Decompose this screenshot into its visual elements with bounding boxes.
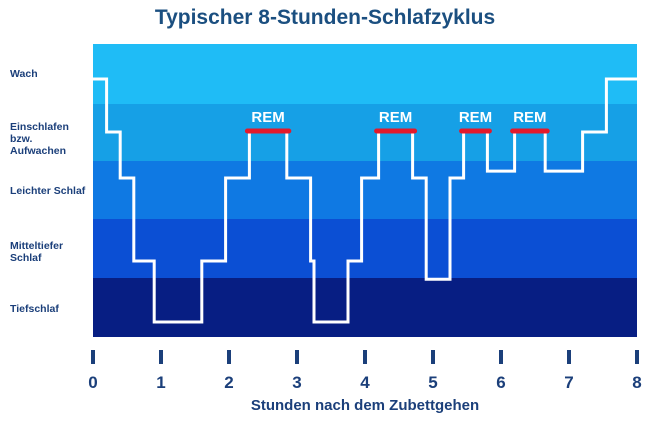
- stage-label-tiefschlaf: Tiefschlaf: [10, 303, 59, 315]
- rem-label: REM: [251, 109, 284, 126]
- stage-label-wach: Wach: [10, 68, 38, 80]
- stage-label-einschlafen: Einschlafen bzw. Aufwachen: [10, 121, 69, 157]
- rem-label: REM: [379, 109, 412, 126]
- stage-band: [93, 44, 637, 104]
- x-tick-label: 2: [224, 373, 233, 392]
- x-axis-label: Stunden nach dem Zubettgehen: [250, 397, 480, 414]
- sleep-stage-line: [93, 77, 637, 324]
- x-tick-label: 0: [88, 373, 97, 392]
- stage-band: [93, 278, 637, 337]
- stage-label-mitteltiefer-schlaf: Mitteltiefer Schlaf: [10, 240, 64, 264]
- stage-band: [93, 104, 637, 161]
- x-tick-label: 8: [632, 373, 641, 392]
- x-tick-label: 1: [156, 373, 165, 392]
- chart-title: Typischer 8-Stunden-Schlafzyklus: [154, 6, 496, 29]
- x-tick-label: 4: [360, 373, 370, 392]
- rem-label: REM: [459, 109, 492, 126]
- rem-label: REM: [513, 109, 546, 126]
- x-tick-label: 5: [428, 373, 437, 392]
- x-tick-label: 3: [292, 373, 301, 392]
- x-tick-label: 6: [496, 373, 505, 392]
- x-tick-label: 7: [564, 373, 573, 392]
- stage-band: [93, 219, 637, 278]
- stage-label-leichter-schlaf: Leichter Schlaf: [10, 185, 86, 197]
